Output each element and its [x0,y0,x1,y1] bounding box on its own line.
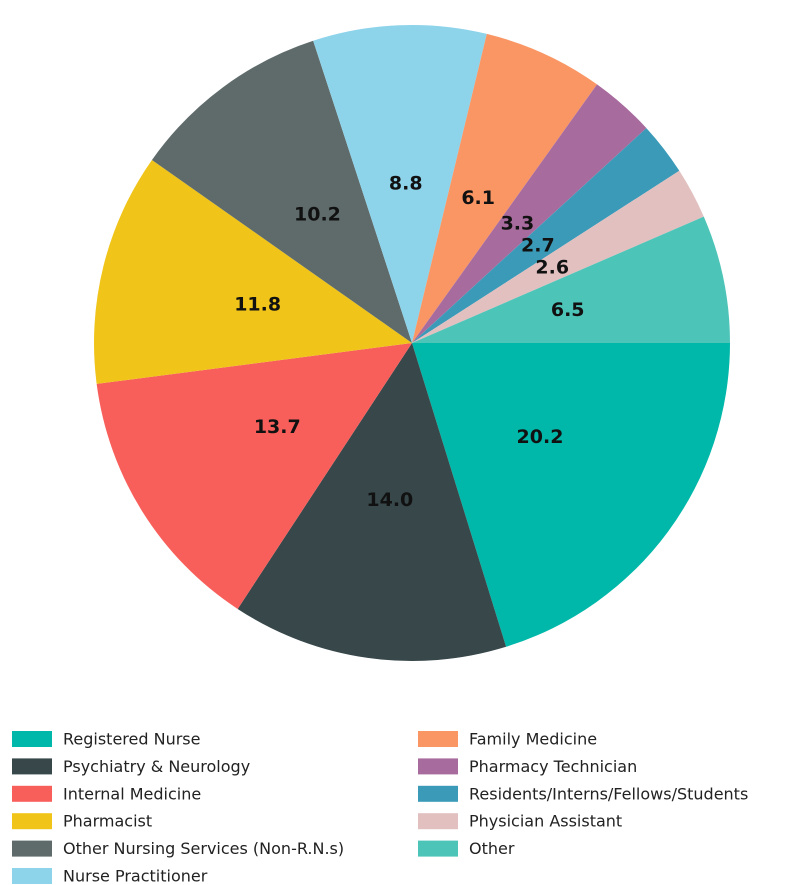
legend-label: Internal Medicine [63,784,201,803]
data-label: 10.2 [294,204,341,226]
pie-slice [151,40,413,344]
pie-slice [94,159,412,384]
data-label: 13.7 [254,416,301,438]
data-label: 6.1 [461,187,495,209]
legend-label: Nurse Practitioner [63,867,208,885]
data-label: 2.6 [535,257,569,279]
pie-slice [96,343,413,609]
pie-slice [412,128,680,343]
data-label: 8.8 [389,173,423,195]
data-label: 11.8 [234,293,281,315]
legend-swatch [12,868,52,884]
legend-label: Other Nursing Services (Non-R.N.s) [63,839,344,858]
legend-swatch [12,758,52,775]
legend-swatch [12,785,52,802]
pie-slice [412,33,598,343]
legend-swatch [12,731,52,747]
legend-swatch [12,840,52,857]
legend-label: Residents/Interns/Fellows/Students [469,784,748,803]
legend-label: Other [469,839,515,858]
legend-label: Pharmacy Technician [469,757,637,776]
pie-slice [237,343,507,661]
legend-label: Psychiatry & Neurology [63,757,250,776]
legend-swatch [418,731,458,747]
legend-label: Registered Nurse [63,730,200,749]
legend-swatch [418,840,458,857]
pie-slice [412,84,647,344]
legend-label: Family Medicine [469,730,597,749]
data-label: 14.0 [366,489,413,511]
data-label: 2.7 [521,234,555,256]
legend-swatch [12,813,52,830]
data-label: 3.3 [501,212,535,234]
pie-slice [412,170,704,343]
legend-label: Pharmacist [63,812,152,831]
pie-slice [412,343,730,647]
legend-swatch [418,813,458,830]
pie-slice [313,24,487,343]
legend-swatch [418,785,458,802]
legend-swatch [418,758,458,775]
pie-slice [412,216,730,343]
data-label: 20.2 [517,426,564,448]
data-label: 6.5 [551,299,585,321]
legend-label: Physician Assistant [469,812,622,831]
